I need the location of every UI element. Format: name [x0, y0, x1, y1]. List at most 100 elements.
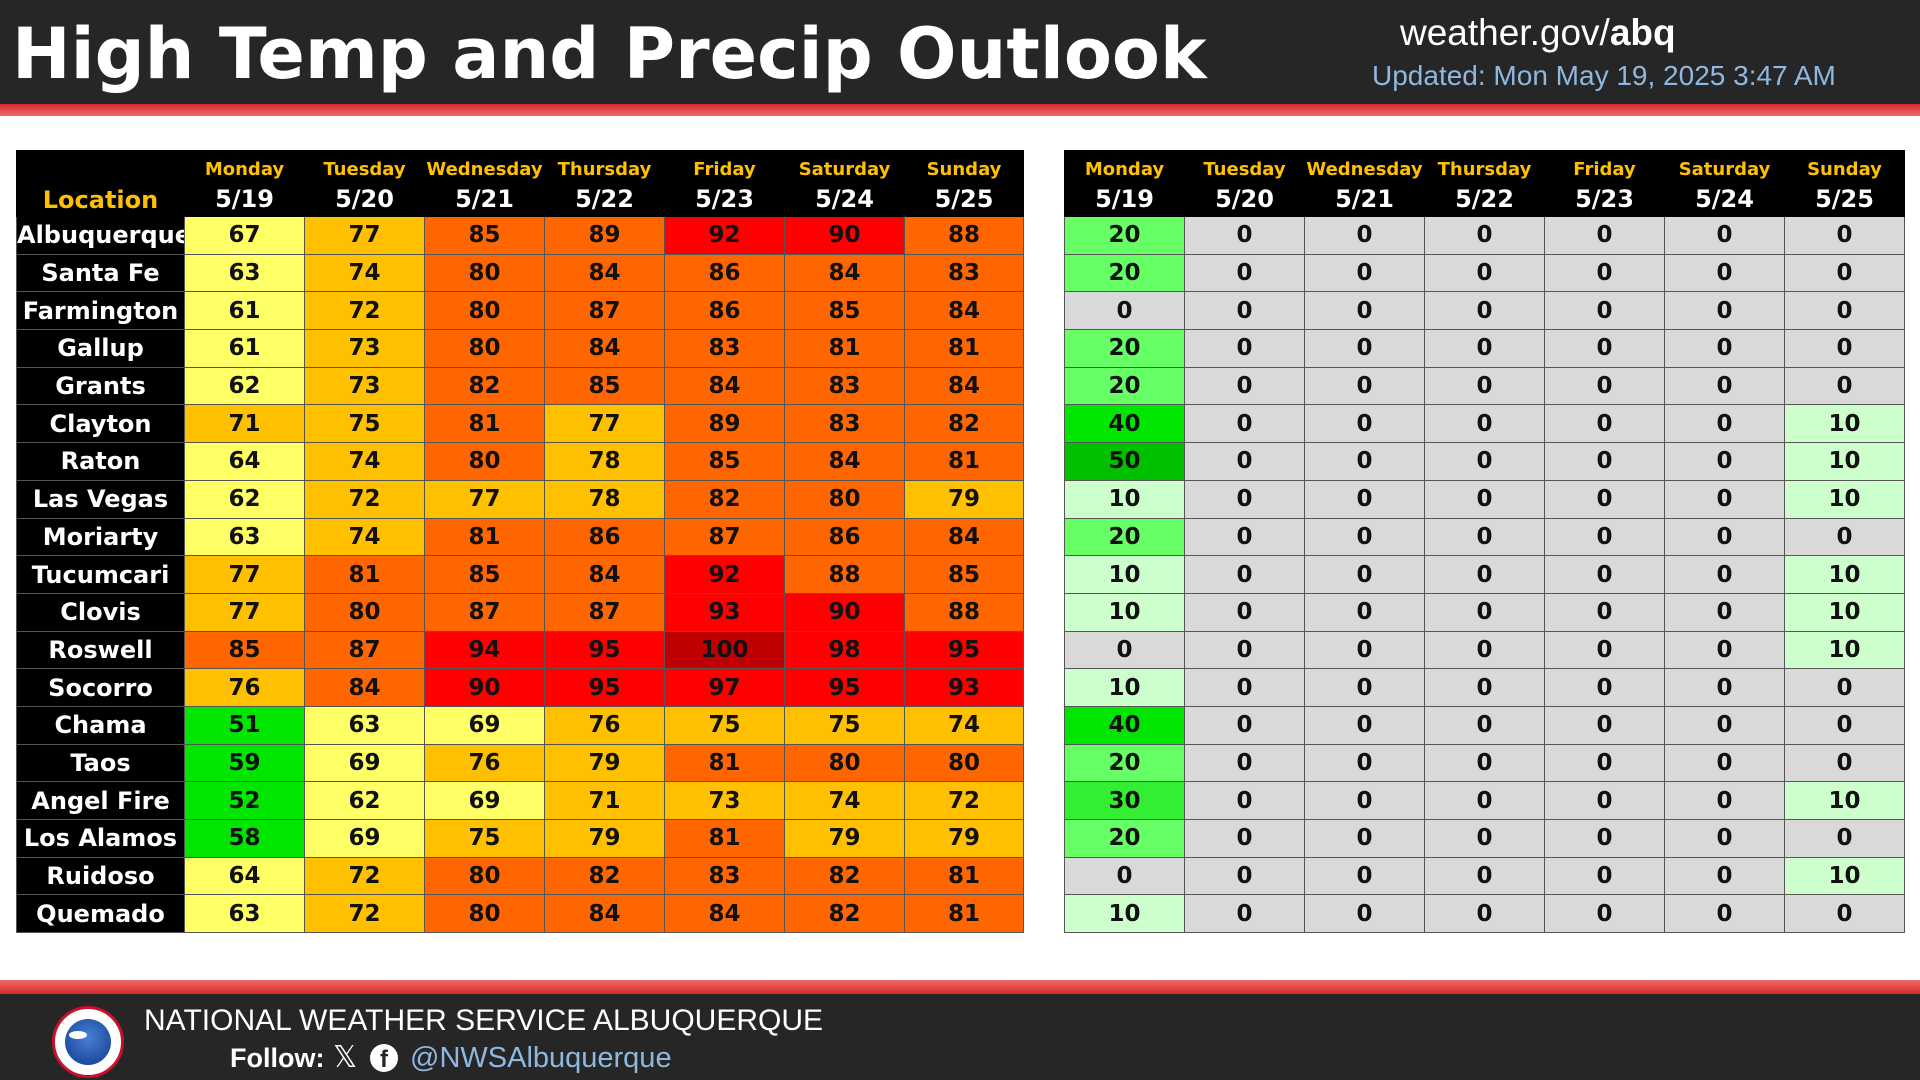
- precip-chance-cell: 20: [1064, 329, 1185, 368]
- table-row: Chama 51 63 69 76 75 75 74: [16, 705, 1024, 745]
- high-temp-cell: 85: [784, 291, 905, 331]
- precip-chance-cell: 0: [1184, 366, 1305, 406]
- high-temp-cell: 84: [544, 555, 665, 594]
- high-temp-cell: 86: [664, 291, 785, 331]
- precip-chance-cell: 0: [1424, 592, 1545, 632]
- precip-chance-cell: 20: [1064, 517, 1185, 557]
- precip-day-header: Thursday 5/22: [1424, 150, 1545, 217]
- high-temp-cell: 72: [304, 291, 425, 331]
- precip-chance-cell: 0: [1304, 781, 1425, 820]
- high-temp-cell: 88: [784, 555, 905, 594]
- table-row: Quemado 63 72 80 84 84 82 81: [16, 894, 1024, 934]
- high-temp-cell: 80: [784, 743, 905, 783]
- precip-chance-cell: 0: [1304, 479, 1425, 519]
- high-temp-cell: 81: [424, 517, 545, 557]
- precip-chance-cell: 0: [1664, 555, 1785, 594]
- precip-chance-cell: 0: [1424, 668, 1545, 707]
- precip-chance-cell: 0: [1424, 819, 1545, 858]
- high-temp-cell: 72: [304, 894, 425, 934]
- precip-chance-cell: 0: [1784, 705, 1905, 745]
- precip-chance-cell: 0: [1784, 894, 1905, 934]
- table-row: 0 0 0 0 0 0 10: [1064, 856, 1905, 896]
- high-temp-cell: 84: [544, 253, 665, 293]
- high-temp-cell: 78: [544, 442, 665, 481]
- high-temp-cell: 76: [544, 705, 665, 745]
- precip-chance-cell: 0: [1664, 366, 1785, 406]
- high-temp-cell: 64: [184, 856, 305, 896]
- high-temp-cell: 83: [664, 856, 785, 896]
- high-temp-cell: 84: [664, 366, 785, 406]
- site-prefix: weather.gov/: [1400, 12, 1610, 53]
- precip-day-header: Sunday 5/25: [1784, 150, 1905, 217]
- high-temp-cell: 61: [184, 329, 305, 368]
- day-name: Saturday: [1678, 158, 1771, 180]
- precip-chance-cell: 0: [1544, 216, 1665, 255]
- high-temp-cell: 93: [664, 592, 785, 632]
- site-link[interactable]: weather.gov/abq: [1400, 10, 1676, 56]
- precip-chance-cell: 0: [1544, 743, 1665, 783]
- precip-chance-cell: 0: [1424, 329, 1545, 368]
- precip-chance-cell: 0: [1424, 291, 1545, 331]
- high-temp-cell: 77: [184, 555, 305, 594]
- precip-chance-cell: 0: [1304, 216, 1425, 255]
- organization-name: NATIONAL WEATHER SERVICE ALBUQUERQUE: [144, 1004, 824, 1037]
- high-temp-cell: 81: [904, 894, 1024, 934]
- high-temp-cell: 86: [664, 253, 785, 293]
- precip-chance-cell: 0: [1664, 442, 1785, 481]
- precip-chance-cell: 0: [1544, 819, 1665, 858]
- day-date: 5/20: [335, 184, 394, 213]
- precip-chance-cell: 20: [1064, 819, 1185, 858]
- precip-chance-cell: 0: [1184, 894, 1305, 934]
- table-row: 10 0 0 0 0 0 10: [1064, 479, 1905, 519]
- updated-timestamp: Updated: Mon May 19, 2025 3:47 AM: [1372, 60, 1836, 91]
- precip-chance-cell: 0: [1424, 856, 1545, 896]
- precip-chance-cell: 0: [1424, 253, 1545, 293]
- high-temp-cell: 79: [904, 819, 1024, 858]
- precip-chance-cell: 10: [1064, 555, 1185, 594]
- location-name: Clayton: [16, 404, 185, 444]
- precip-chance-cell: 0: [1424, 404, 1545, 444]
- location-name: Las Vegas: [16, 479, 185, 519]
- precip-chance-cell: 10: [1064, 592, 1185, 632]
- high-temp-cell: 69: [304, 743, 425, 783]
- location-name: Taos: [16, 743, 185, 783]
- high-temp-cell: 85: [424, 216, 545, 255]
- high-temp-cell: 63: [184, 253, 305, 293]
- precip-chance-cell: 0: [1424, 894, 1545, 934]
- x-icon[interactable]: 𝕏: [333, 1041, 358, 1074]
- precip-chance-cell: 0: [1544, 781, 1665, 820]
- high-temp-cell: 75: [784, 705, 905, 745]
- table-row: 50 0 0 0 0 0 10: [1064, 442, 1905, 481]
- precip-chance-cell: 0: [1664, 253, 1785, 293]
- precip-chance-cell: 0: [1664, 705, 1785, 745]
- precip-chance-cell: 0: [1184, 743, 1305, 783]
- high-temp-cell: 95: [904, 630, 1024, 670]
- precip-chance-cell: 20: [1064, 253, 1185, 293]
- high-temp-cell: 74: [784, 781, 905, 820]
- precip-chance-cell: 0: [1664, 743, 1785, 783]
- nws-logo: [52, 1006, 124, 1078]
- high-temp-cell: 93: [904, 668, 1024, 707]
- high-temp-cell: 76: [424, 743, 545, 783]
- high-temp-cell: 89: [544, 216, 665, 255]
- precip-day-header: Monday 5/19: [1064, 150, 1185, 217]
- day-name: Friday: [693, 158, 756, 180]
- facebook-icon[interactable]: f: [370, 1044, 398, 1073]
- social-handle[interactable]: @NWSAlbuquerque: [410, 1042, 672, 1074]
- location-name: Quemado: [16, 894, 185, 934]
- precip-chance-cell: 0: [1424, 517, 1545, 557]
- day-date: 5/25: [934, 184, 994, 213]
- table-row: Las Vegas 62 72 77 78 82 80 79: [16, 479, 1024, 519]
- precip-chance-cell: 0: [1544, 555, 1665, 594]
- day-date: 5/24: [815, 184, 874, 213]
- high-temp-cell: 84: [904, 291, 1024, 331]
- precip-chance-cell: 10: [1784, 442, 1905, 481]
- day-date: 5/20: [1215, 184, 1274, 213]
- table-row: 40 0 0 0 0 0 10: [1064, 404, 1905, 444]
- table-row: 10 0 0 0 0 0 0: [1064, 894, 1905, 934]
- location-name: Tucumcari: [16, 555, 185, 594]
- day-date: 5/21: [1335, 184, 1394, 213]
- high-temp-cell: 84: [544, 894, 665, 934]
- high-temp-cell: 86: [784, 517, 905, 557]
- precip-chance-cell: 0: [1304, 819, 1425, 858]
